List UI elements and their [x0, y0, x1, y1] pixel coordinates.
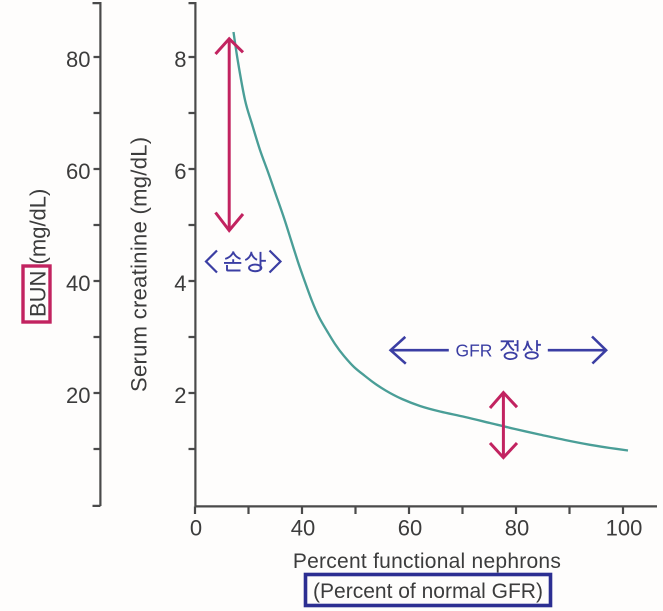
svg-text:80: 80	[505, 516, 529, 541]
svg-text:40: 40	[291, 516, 315, 541]
svg-text:4: 4	[174, 271, 186, 296]
svg-text:100: 100	[606, 516, 643, 541]
svg-text:Percent functional nephrons: Percent functional nephrons	[293, 550, 561, 573]
svg-text:BUN (mg/dL): BUN (mg/dL)	[26, 189, 51, 317]
svg-text:40: 40	[66, 271, 90, 296]
svg-text:6: 6	[174, 159, 186, 184]
svg-text:60: 60	[66, 159, 90, 184]
svg-text:60: 60	[398, 516, 422, 541]
svg-text:Serum creatinine (mg/dL): Serum creatinine (mg/dL)	[127, 137, 152, 392]
svg-text:GFR: GFR	[456, 341, 493, 361]
svg-text:8: 8	[174, 47, 186, 72]
svg-text:(Percent of normal GFR): (Percent of normal GFR)	[313, 580, 543, 603]
svg-text:80: 80	[66, 47, 90, 72]
svg-text:20: 20	[66, 383, 90, 408]
svg-text:0: 0	[190, 516, 202, 541]
svg-text:2: 2	[174, 383, 186, 408]
